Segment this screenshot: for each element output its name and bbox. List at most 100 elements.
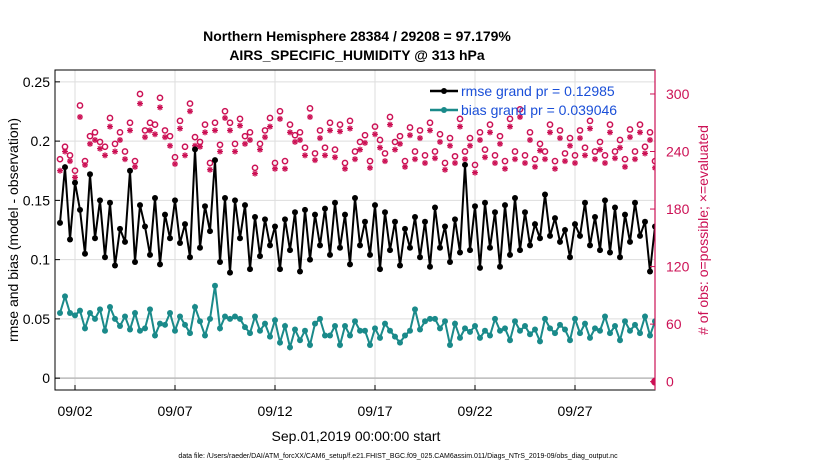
bias-point xyxy=(127,326,133,333)
rmse-point xyxy=(712,207,718,213)
obs-evaluated-stroke xyxy=(117,137,123,143)
bias-point xyxy=(792,327,798,333)
bias-point xyxy=(262,320,268,327)
obs-evaluated-stroke xyxy=(247,137,253,143)
obs-evaluated-stroke xyxy=(607,129,613,135)
obs-evaluated-marker xyxy=(762,154,768,160)
bias-series-points xyxy=(57,282,818,351)
obs-evaluated-stroke xyxy=(577,135,583,141)
obs-possible-marker xyxy=(206,159,214,167)
obs-evaluated-marker xyxy=(652,164,655,171)
rmse-point xyxy=(522,209,528,216)
obs-evaluated-marker xyxy=(57,167,63,174)
obs-evaluated-stroke xyxy=(282,166,288,172)
bias-point xyxy=(752,314,758,320)
obs-evaluated-stroke xyxy=(457,123,463,130)
bias-point xyxy=(747,332,753,338)
obs-possible-marker xyxy=(116,128,124,136)
obs-possible-marker xyxy=(186,100,194,107)
obs-evaluated-marker xyxy=(487,129,493,136)
rmse-point xyxy=(272,223,278,230)
obs-evaluated-stroke xyxy=(753,167,757,171)
obs-possible-marker xyxy=(531,155,539,163)
obs-evaluated-marker xyxy=(182,152,188,159)
rmse-point xyxy=(87,171,93,178)
obs-possible-marker xyxy=(747,122,752,127)
bias-point xyxy=(567,337,573,344)
obs-evaluated-marker xyxy=(522,160,528,167)
obs-evaluated-stroke xyxy=(137,100,143,107)
obs-evaluated-stroke xyxy=(112,148,118,155)
obs-possible-marker xyxy=(321,144,329,152)
obs-evaluated-marker xyxy=(112,148,118,155)
obs-evaluated-marker xyxy=(387,121,393,128)
obs-possible-marker xyxy=(121,148,129,155)
rmse-point xyxy=(502,202,508,209)
obs-possible-marker xyxy=(486,121,494,129)
obs-evaluated-stroke xyxy=(262,134,268,140)
rmse-point xyxy=(102,254,108,261)
obs-evaluated-stroke xyxy=(332,154,338,160)
bias-point xyxy=(182,321,188,328)
bias-point xyxy=(172,327,178,334)
bias-point xyxy=(327,332,333,339)
obs-possible-marker xyxy=(151,121,159,129)
obs-evaluated-marker xyxy=(297,137,303,144)
obs-evaluated-marker xyxy=(612,155,618,162)
rmse-point xyxy=(397,262,403,269)
obs-evaluated-stroke xyxy=(472,169,478,176)
obs-evaluated-marker xyxy=(187,108,193,115)
bias-point xyxy=(62,293,68,300)
obs-evaluated-stroke xyxy=(768,132,772,136)
bias-point xyxy=(542,315,548,322)
bias-point xyxy=(812,319,818,325)
obs-evaluated-stroke xyxy=(622,164,628,170)
bias-point xyxy=(772,316,778,322)
obs-evaluated-marker xyxy=(77,113,83,120)
rmse-point xyxy=(107,199,113,206)
obs-evaluated-marker xyxy=(167,142,173,149)
obs-evaluated-stroke xyxy=(647,137,653,143)
bias-point xyxy=(512,318,518,325)
obs-evaluated-marker xyxy=(622,163,628,170)
obs-evaluated-marker xyxy=(352,156,358,163)
left-y-tick-label: 0.25 xyxy=(23,74,50,90)
rmse-point xyxy=(757,242,763,248)
obs-possible-marker xyxy=(336,121,344,129)
obs-evaluated-stroke xyxy=(167,143,173,149)
obs-evaluated-marker xyxy=(572,160,578,167)
bias-point xyxy=(537,338,543,345)
obs-evaluated-stroke xyxy=(723,157,727,161)
obs-possible-marker xyxy=(161,127,169,134)
obs-evaluated-marker xyxy=(367,164,373,171)
rmse-point xyxy=(642,218,648,225)
obs-evaluated-stroke xyxy=(758,142,762,146)
bias-point xyxy=(432,315,438,322)
bias-point xyxy=(637,330,643,337)
bias-point xyxy=(92,315,98,322)
obs-evaluated-marker xyxy=(412,156,418,163)
obs-possible-marker xyxy=(727,118,732,123)
rmse-point xyxy=(317,242,323,249)
obs-evaluated-stroke xyxy=(447,143,453,149)
obs-possible-marker xyxy=(516,105,524,113)
right-y-tick-label: 180 xyxy=(666,201,690,217)
obs-evaluated-marker xyxy=(97,145,103,152)
obs-possible-marker xyxy=(106,114,114,122)
obs-possible-marker xyxy=(396,132,404,140)
obs-possible-marker xyxy=(421,151,429,159)
bias-point xyxy=(402,332,408,339)
bias-point xyxy=(482,327,488,334)
obs-evaluated-stroke xyxy=(57,168,63,174)
obs-evaluated-stroke xyxy=(382,158,388,164)
obs-evaluated-stroke xyxy=(292,139,298,145)
rmse-point xyxy=(662,216,668,222)
obs-evaluated-stroke xyxy=(778,138,782,142)
obs-evaluated-stroke xyxy=(783,159,787,163)
obs-possible-marker xyxy=(712,162,717,167)
bias-point xyxy=(797,338,803,344)
rmse-point xyxy=(447,259,453,265)
obs-possible-marker xyxy=(777,130,782,135)
obs-evaluated-marker xyxy=(567,142,573,149)
bias-point xyxy=(292,326,298,333)
